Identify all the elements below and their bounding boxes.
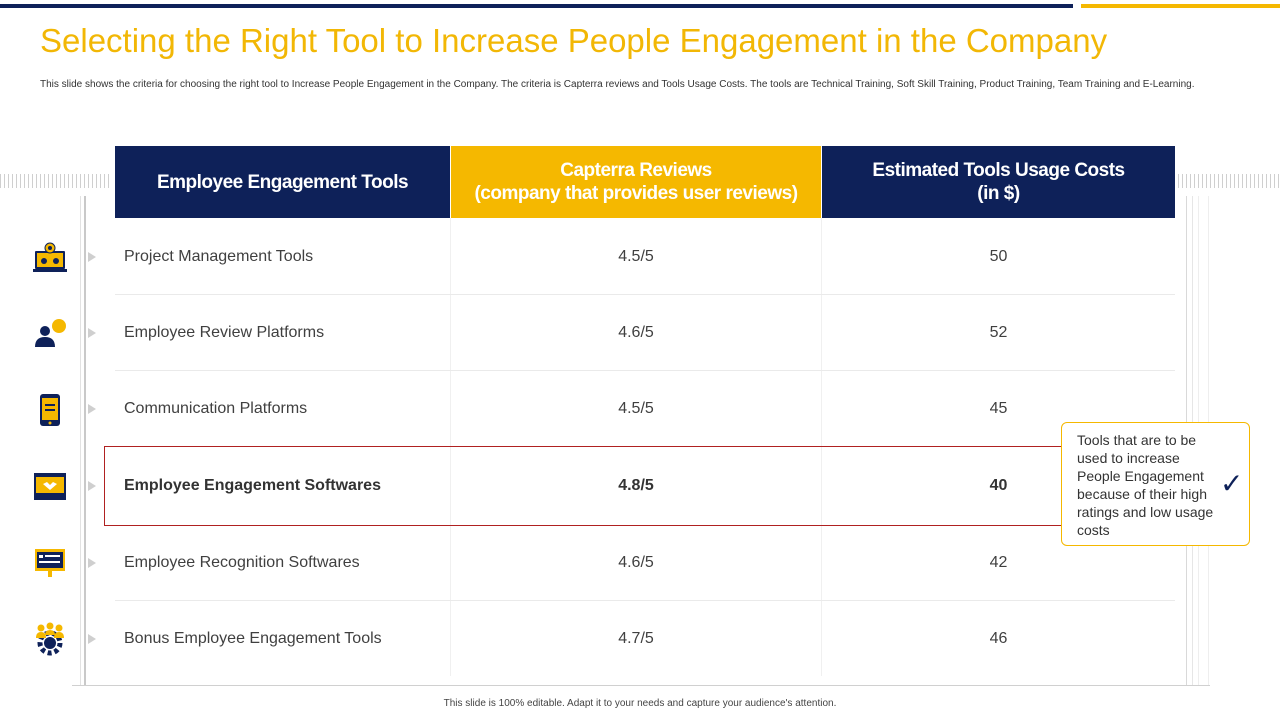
callout-text: Tools that are to be used to increase Pe… xyxy=(1077,432,1214,538)
tool-name: Project Management Tools xyxy=(124,248,314,265)
usage-cost: 40 xyxy=(989,477,1008,494)
top-bar-navy xyxy=(0,4,1073,8)
review-score: 4.7/5 xyxy=(618,630,654,647)
frame-line xyxy=(72,685,1210,686)
usage-cost: 42 xyxy=(989,554,1008,571)
table-row-highlighted: Employee Engagement Softwares 4.8/5 40 xyxy=(115,448,1175,524)
usage-cost: 50 xyxy=(989,248,1008,265)
mobile-phone-icon xyxy=(40,394,60,426)
tool-name: Employee Engagement Softwares xyxy=(124,477,381,494)
table-row: Bonus Employee Engagement Tools 4.7/5 46 xyxy=(115,601,1175,677)
callout-box: Tools that are to be used to increase Pe… xyxy=(1061,422,1250,546)
column-separator xyxy=(450,218,451,676)
tool-name: Communication Platforms xyxy=(124,400,308,417)
table-row: Employee Recognition Softwares 4.6/5 42 xyxy=(115,525,1175,601)
table-row: Communication Platforms 4.5/5 45 xyxy=(115,371,1175,447)
arrow-icon xyxy=(88,481,96,491)
arrow-icon xyxy=(88,558,96,568)
review-score: 4.6/5 xyxy=(618,554,654,571)
review-score: 4.5/5 xyxy=(618,400,654,417)
header-tools-label: Employee Engagement Tools xyxy=(156,171,409,193)
arrow-icon xyxy=(88,404,96,414)
row-divider xyxy=(115,294,1175,295)
header-costs-line1: Estimated Tools Usage Costs xyxy=(872,160,1125,181)
usage-cost: 45 xyxy=(989,400,1008,417)
tool-name: Employee Review Platforms xyxy=(124,324,325,341)
header-reviews-line1: Capterra Reviews xyxy=(560,160,712,181)
presentation-board-icon xyxy=(35,549,65,577)
slide-title: Selecting the Right Tool to Increase Peo… xyxy=(40,22,1108,59)
arrow-icon xyxy=(88,634,96,644)
usage-cost: 46 xyxy=(989,630,1008,647)
table-row: Project Management Tools 4.5/5 50 xyxy=(115,219,1175,295)
frame-line xyxy=(84,196,86,686)
arrow-icon xyxy=(88,252,96,262)
header-costs-line2: (in $) xyxy=(977,183,1020,204)
top-bar-gold xyxy=(1081,4,1280,8)
decorative-stripe-right xyxy=(1178,174,1280,188)
user-chat-icon xyxy=(35,319,66,347)
row-divider xyxy=(115,600,1175,601)
column-separator xyxy=(821,218,822,676)
header-reviews-line2: (company that provides user reviews) xyxy=(474,183,798,204)
header-tools: Employee Engagement Tools xyxy=(115,146,450,218)
footer-note: This slide is 100% editable. Adapt it to… xyxy=(443,698,837,709)
arrow-icon xyxy=(88,328,96,338)
frame-line xyxy=(80,196,81,686)
review-score: 4.6/5 xyxy=(618,324,654,341)
row-divider xyxy=(115,370,1175,371)
table-row: Employee Review Platforms 4.6/5 52 xyxy=(115,295,1175,371)
header-costs: Estimated Tools Usage Costs (in $) xyxy=(822,146,1175,218)
header-reviews: Capterra Reviews (company that provides … xyxy=(451,146,821,218)
decorative-stripe-left xyxy=(0,174,112,188)
usage-cost: 52 xyxy=(989,324,1008,341)
tool-name: Bonus Employee Engagement Tools xyxy=(124,630,382,647)
review-score: 4.5/5 xyxy=(618,248,654,265)
tool-name: Employee Recognition Softwares xyxy=(124,554,360,571)
checkmark-icon: ✓ xyxy=(1220,468,1244,499)
slide-description: This slide shows the criteria for choosi… xyxy=(40,79,1195,90)
highlight-box xyxy=(104,446,1167,526)
review-score: 4.8/5 xyxy=(618,477,654,494)
team-gear-icon xyxy=(36,622,64,656)
monitor-handshake-icon xyxy=(34,473,66,500)
laptop-gears-icon xyxy=(33,242,67,272)
